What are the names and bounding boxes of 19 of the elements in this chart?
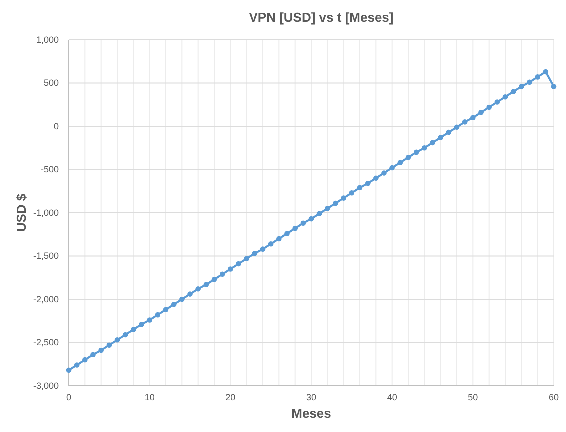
y-tick-label: 0 [54,121,59,132]
y-tick-label: -2,500 [33,338,59,348]
x-tick-label: 20 [226,392,236,402]
x-tick-label: 50 [468,392,478,402]
y-tick-label: -2,000 [33,294,59,304]
y-tick-label: -1,500 [33,251,59,262]
x-tick-label: 10 [144,392,155,402]
y-tick-label: 500 [44,78,59,88]
x-tick-label: 30 [306,392,317,402]
x-tick-label: 40 [387,392,398,402]
y-tick-label: -3,000 [33,380,59,391]
y-tick-label: -500 [40,164,59,175]
x-axis-title: Meses [292,406,332,421]
x-tick-label: 60 [548,392,560,402]
x-tick-label: 0 [66,392,72,402]
y-tick-label: -1,000 [33,208,59,218]
chart-title: VPN [USD] vs t [Meses] [249,10,394,25]
y-axis-title: USD $ [14,193,29,232]
y-tick-label: 1,000 [36,34,59,45]
